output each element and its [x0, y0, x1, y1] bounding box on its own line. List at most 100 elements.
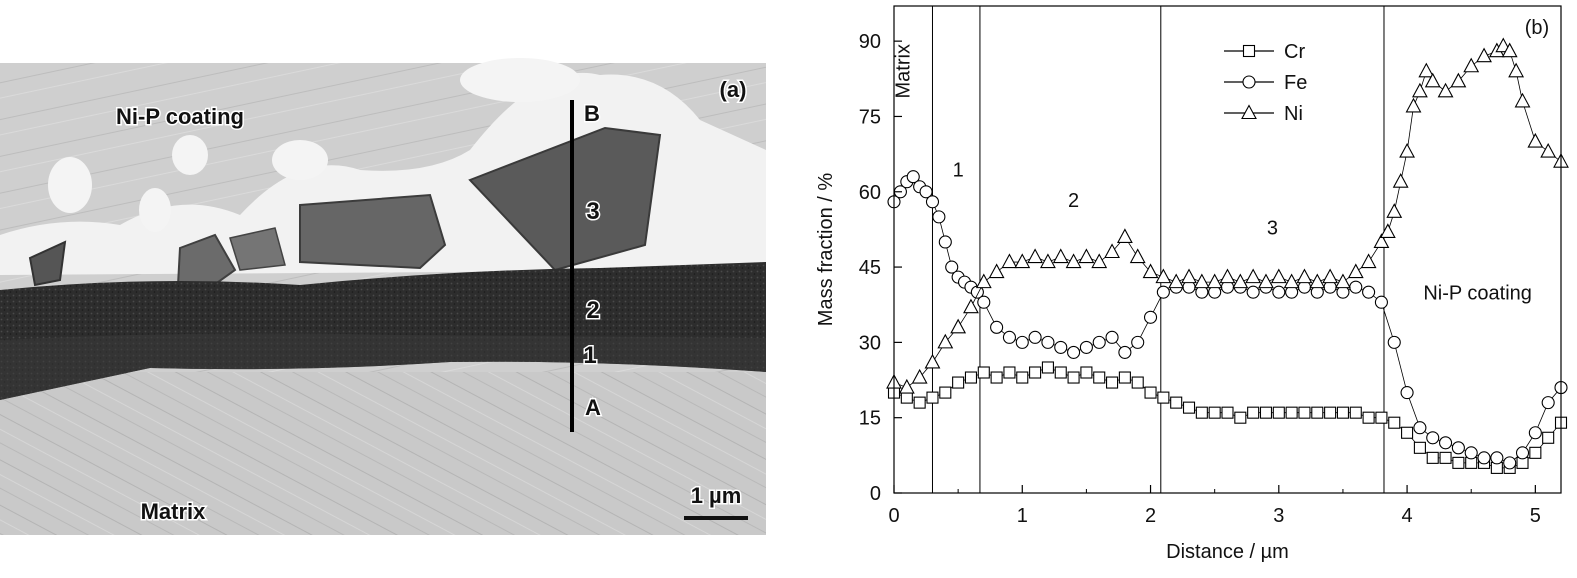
- point-cr: [1529, 446, 1542, 459]
- x-tick-label: 4: [1402, 505, 1413, 527]
- point-ni: [1347, 263, 1364, 279]
- x-axis-label: Distance / µm: [1166, 541, 1289, 563]
- point-cr: [1029, 366, 1042, 379]
- y-tick-label: 60: [859, 182, 881, 204]
- point-fe: [1041, 335, 1055, 349]
- point-fe: [1451, 441, 1465, 455]
- point-ni: [1232, 273, 1249, 289]
- point-ni: [1116, 228, 1133, 243]
- point-ni: [1142, 263, 1159, 279]
- point-ni: [1168, 273, 1185, 289]
- point-ni: [950, 318, 967, 334]
- point-cr: [1401, 426, 1414, 439]
- point-fe: [1143, 310, 1158, 324]
- matrix-label: Matrix: [141, 499, 207, 524]
- scale-bar-label: 1 µm: [691, 483, 742, 508]
- point-ni: [1219, 268, 1236, 284]
- point-cr: [1093, 371, 1106, 384]
- point-cr: [952, 376, 965, 389]
- point-ni: [1527, 132, 1544, 148]
- point-fe: [1092, 335, 1106, 349]
- point-fe: [1400, 386, 1414, 400]
- point-ni: [1405, 97, 1422, 113]
- point-ni: [1360, 253, 1377, 269]
- point-ni: [1424, 72, 1441, 88]
- point-cr: [1118, 371, 1131, 384]
- point-cr: [939, 386, 952, 399]
- point-fe: [925, 195, 940, 209]
- point-fe: [1426, 431, 1440, 445]
- point-fe: [1118, 345, 1132, 359]
- region-label: Matrix: [892, 44, 914, 98]
- point-ni: [1052, 248, 1069, 264]
- point-cr: [1234, 411, 1247, 424]
- legend-label-fe: Fe: [1284, 72, 1307, 94]
- line-scan-chart-panel: 0 1 2 3 4 5 0 15 30 45 60 75 90 Matrix 1 2 3 Ni-P coatin…: [800, 0, 1577, 573]
- point-cr: [1542, 431, 1555, 444]
- point-ni: [1193, 273, 1210, 289]
- point-ni: [1309, 273, 1326, 289]
- point-cr: [1247, 406, 1260, 419]
- point-cr: [1080, 366, 1093, 379]
- point-fe: [1105, 330, 1119, 344]
- point-ni: [924, 353, 941, 369]
- point-cr: [1413, 441, 1426, 454]
- point-fe: [1477, 451, 1491, 465]
- legend-label-ni: Ni: [1284, 103, 1303, 125]
- series-cr: [887, 361, 1568, 474]
- point-cr: [1208, 406, 1221, 419]
- y-tick-label: 90: [859, 31, 881, 53]
- zone-2-label: 2: [586, 297, 599, 324]
- region-label: 3: [1267, 217, 1278, 239]
- point-cr: [1362, 411, 1375, 424]
- point-ni: [1540, 142, 1557, 158]
- point-cr: [964, 371, 978, 384]
- point-fe: [1490, 451, 1504, 465]
- point-ni: [1206, 273, 1223, 289]
- point-b-label: B: [584, 101, 600, 126]
- region-label: Ni-P coating: [1423, 283, 1532, 305]
- point-fe: [1541, 396, 1555, 410]
- region-label: 1: [953, 160, 964, 182]
- x-tick-label: 5: [1530, 505, 1541, 527]
- point-ni: [1014, 253, 1031, 269]
- point-cr: [1016, 371, 1029, 384]
- point-fe: [1015, 335, 1029, 349]
- legend-marker-fe: [1242, 75, 1256, 89]
- point-cr: [1452, 456, 1465, 469]
- y-tick-label: 75: [859, 106, 881, 128]
- point-cr: [1439, 451, 1452, 464]
- point-fe: [1067, 345, 1081, 359]
- point-ni: [1411, 82, 1428, 98]
- point-ni: [1078, 248, 1095, 264]
- point-fe: [1503, 456, 1517, 470]
- point-ni: [1040, 253, 1056, 269]
- point-ni: [1001, 253, 1018, 269]
- point-ni: [1418, 62, 1435, 78]
- panel-a-label: (a): [720, 77, 747, 102]
- point-ni: [1450, 72, 1467, 88]
- point-ni: [1501, 42, 1518, 58]
- point-cr: [1298, 406, 1311, 419]
- panel-b-label: (b): [1525, 17, 1549, 39]
- legend-label-cr: Cr: [1284, 41, 1305, 63]
- point-cr: [1041, 361, 1054, 374]
- series-line-fe: [893, 176, 1562, 464]
- sem-micrograph-panel: Ni-P coating Matrix (a) B 3 2 1 A 1 µm: [0, 58, 766, 535]
- point-fe: [1246, 285, 1260, 299]
- point-cr: [1170, 396, 1183, 409]
- point-ni: [1155, 268, 1172, 284]
- point-fe: [1528, 426, 1542, 440]
- point-cr: [1054, 366, 1067, 379]
- region-label: 2: [1068, 190, 1079, 212]
- point-cr: [926, 391, 939, 404]
- crystal-large: [468, 126, 662, 272]
- y-tick-label: 30: [859, 332, 881, 354]
- point-ni: [1392, 173, 1409, 188]
- point-ni: [898, 378, 915, 394]
- point-ni: [988, 263, 1005, 279]
- x-tick-label: 1: [1017, 505, 1028, 527]
- point-ni: [1245, 268, 1262, 284]
- point-cr: [990, 371, 1003, 384]
- point-cr: [1285, 406, 1298, 419]
